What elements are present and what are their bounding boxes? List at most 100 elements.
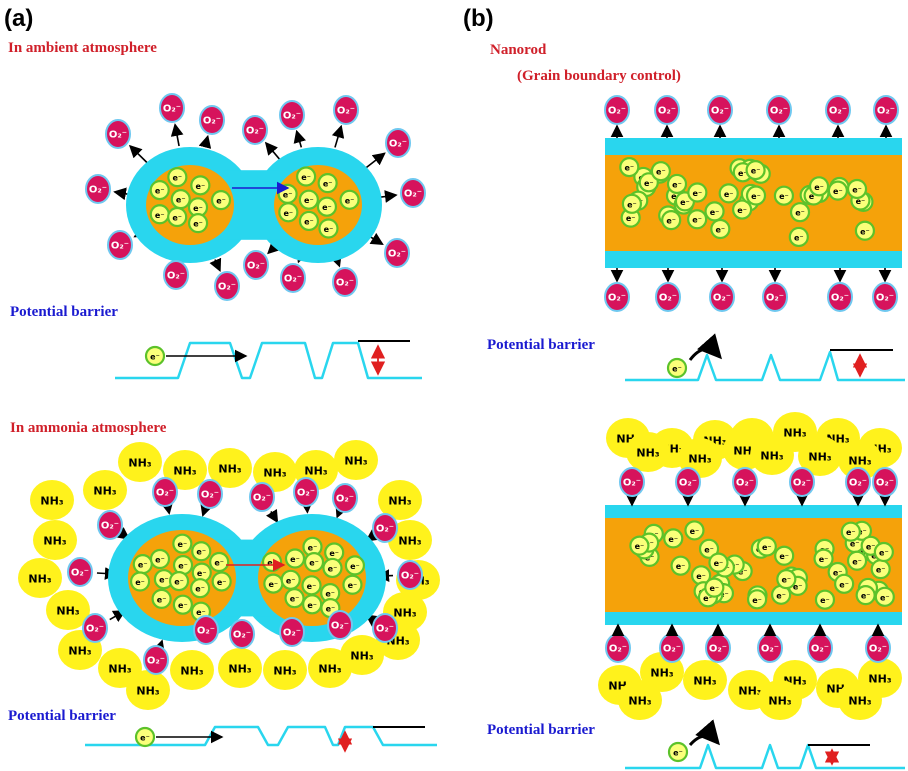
arrow — [335, 126, 341, 147]
electron-label: e⁻ — [781, 576, 791, 585]
arrow — [268, 247, 275, 253]
oxygen-label: O₂⁻ — [869, 644, 887, 655]
electron-label: e⁻ — [819, 555, 829, 564]
electron-label: e⁻ — [329, 549, 339, 558]
electron-label: e⁻ — [267, 558, 277, 567]
oxygen-label: O₂⁻ — [608, 106, 626, 117]
ammonia-label: NH₃ — [180, 665, 203, 678]
arrow — [175, 125, 179, 146]
electron-label: e⁻ — [174, 578, 184, 587]
oxygen-label: O₂⁻ — [659, 293, 677, 304]
electron-label: e⁻ — [196, 548, 206, 557]
ammonia-label: NH₃ — [273, 665, 296, 678]
electron-label: e⁻ — [159, 576, 169, 585]
electron-label: e⁻ — [217, 578, 227, 587]
electron-label: e⁻ — [323, 180, 333, 189]
electron-label: e⁻ — [814, 183, 824, 192]
electron-label: e⁻ — [627, 200, 637, 209]
electron-label: e⁻ — [714, 559, 724, 568]
oxygen-label: O₂⁻ — [167, 271, 185, 282]
electron-label: e⁻ — [715, 226, 725, 235]
oxygen-label: O₂⁻ — [658, 106, 676, 117]
barrier-curve — [625, 745, 905, 768]
ammonia-label: NH₃ — [108, 663, 131, 676]
electron-label: e⁻ — [696, 572, 706, 581]
electron-label: e⁻ — [839, 580, 849, 589]
electron-label: e⁻ — [140, 734, 150, 743]
electron-label: e⁻ — [309, 559, 319, 568]
electron-label: e⁻ — [709, 584, 719, 593]
electron-label: e⁻ — [269, 580, 279, 589]
electron-label: e⁻ — [286, 576, 296, 585]
electron-label: e⁻ — [644, 179, 654, 188]
ammonia-label: NH₃ — [628, 695, 651, 708]
oxygen-label: O₂⁻ — [201, 490, 219, 501]
ammonia-label: NH₃ — [56, 605, 79, 618]
electron-label: e⁻ — [214, 559, 224, 568]
oxygen-label: O₂⁻ — [761, 644, 779, 655]
arrow — [203, 510, 205, 515]
electron-label: e⁻ — [178, 562, 188, 571]
electron-label: e⁻ — [668, 535, 678, 544]
oxygen-label: O₂⁻ — [331, 621, 349, 632]
ammonia-label: NH₃ — [350, 650, 373, 663]
ammonia-label: NH₃ — [28, 573, 51, 586]
arrow — [266, 143, 279, 159]
electron-label: e⁻ — [178, 540, 188, 549]
electron-label: e⁻ — [193, 220, 203, 229]
oxygen-label: O₂⁻ — [89, 185, 107, 196]
oxygen-label: O₂⁻ — [297, 488, 315, 499]
ammonia-label: NH₃ — [650, 667, 673, 680]
section-title: Nanorod — [490, 42, 547, 58]
electron-label: e⁻ — [155, 187, 165, 196]
ammonia-label: NH₃ — [636, 447, 659, 460]
oxygen-label: O₂⁻ — [71, 568, 89, 579]
electron-label: e⁻ — [626, 214, 636, 223]
electron-label: e⁻ — [157, 595, 167, 604]
electron-label: e⁻ — [345, 196, 355, 205]
ammonia-label: NH₃ — [760, 450, 783, 463]
oxygen-label: O₂⁻ — [736, 478, 754, 489]
ammonia-label: NH₃ — [393, 607, 416, 620]
oxygen-label: O₂⁻ — [609, 644, 627, 655]
ammonia-label: NH₃ — [783, 427, 806, 440]
electron-label: e⁻ — [820, 596, 830, 605]
electron-label: e⁻ — [860, 227, 870, 236]
electron-label: e⁻ — [692, 216, 702, 225]
electron-label: e⁻ — [879, 549, 889, 558]
electron-label: e⁻ — [150, 353, 160, 362]
electron-label: e⁻ — [710, 208, 720, 217]
electron-label: e⁻ — [197, 569, 207, 578]
electron-label: e⁻ — [173, 174, 183, 183]
oxygen-label: O₂⁻ — [711, 106, 729, 117]
oxygen-label: O₂⁻ — [770, 106, 788, 117]
oxygen-label: O₂⁻ — [401, 571, 419, 582]
ammonia-label: NH₃ — [808, 451, 831, 464]
oxygen-label: O₂⁻ — [811, 644, 829, 655]
oxygen-label: O₂⁻ — [253, 493, 271, 504]
oxygen-label: O₂⁻ — [876, 293, 894, 304]
electron-label: e⁻ — [737, 206, 747, 215]
arrow — [168, 509, 169, 514]
ammonia-label: NH₃ — [688, 453, 711, 466]
section-subtitle: (Grain boundary control) — [517, 68, 681, 84]
oxygen-label: O₂⁻ — [336, 494, 354, 505]
arrow — [130, 146, 147, 163]
oxygen-label: O₂⁻ — [233, 630, 251, 641]
electron-label: e⁻ — [290, 555, 300, 564]
electron-label: e⁻ — [304, 196, 314, 205]
ammonia-label: NH₃ — [136, 685, 159, 698]
oxygen-label: O₂⁻ — [663, 644, 681, 655]
ammonia-label: NH₃ — [93, 485, 116, 498]
barrier-label: Potential barrier — [8, 708, 116, 724]
ammonia-label: NH₃ — [40, 495, 63, 508]
electron-label: e⁻ — [776, 591, 786, 600]
oxygen-label: O₂⁻ — [608, 293, 626, 304]
arrow — [161, 641, 162, 644]
electron-label: e⁻ — [624, 164, 634, 173]
oxygen-label: O₂⁻ — [388, 249, 406, 260]
section-title: In ammonia atmosphere — [10, 420, 167, 436]
hop-arrow — [690, 736, 718, 745]
electron-label: e⁻ — [324, 225, 334, 234]
oxygen-label: O₂⁻ — [877, 106, 895, 117]
